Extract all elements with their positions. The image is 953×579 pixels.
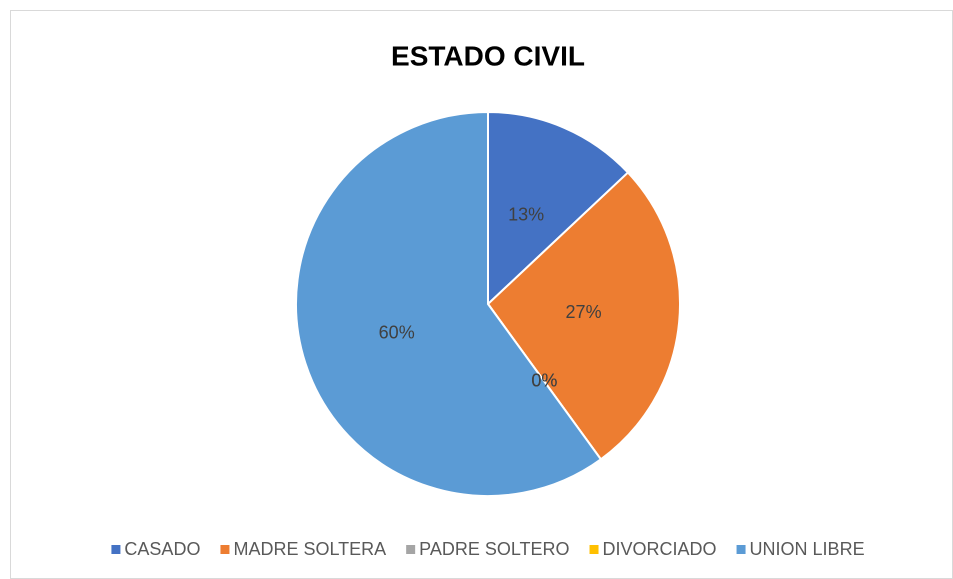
data-label: 0%	[531, 370, 557, 390]
legend-marker	[736, 545, 746, 554]
legend-label: CASADO	[124, 539, 200, 559]
legend-label: DIVORCIADO	[603, 539, 717, 559]
legend-label: MADRE SOLTERA	[233, 539, 386, 559]
legend-marker	[111, 545, 121, 554]
chart-title: ESTADO CIVIL	[391, 40, 585, 71]
legend-label: PADRE SOLTERO	[419, 539, 569, 559]
pie-slice	[486, 171, 681, 461]
data-label: 0%	[531, 370, 557, 390]
pie-slice	[295, 110, 603, 497]
data-label: 60%	[379, 322, 415, 342]
legend-marker	[406, 545, 416, 554]
legend-marker	[589, 545, 599, 554]
pie-slice	[487, 110, 630, 307]
data-label: 27%	[566, 302, 602, 322]
legend-label: UNION LIBRE	[750, 539, 865, 559]
data-label: 13%	[508, 205, 544, 225]
legend-marker	[220, 545, 230, 554]
